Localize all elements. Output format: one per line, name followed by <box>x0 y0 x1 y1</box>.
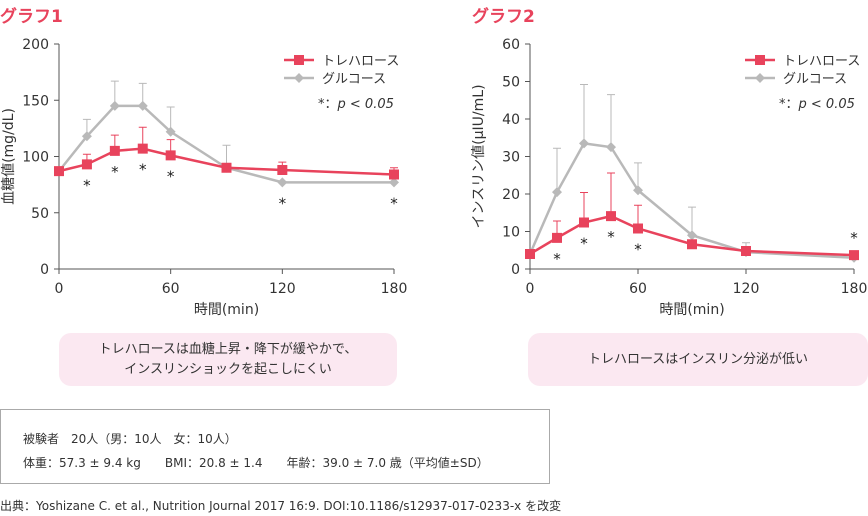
y-tick-label: 60 <box>502 37 520 53</box>
data-point <box>633 185 643 196</box>
data-point <box>525 249 535 259</box>
y-tick-label: 20 <box>502 187 520 203</box>
y-tick-label: 100 <box>22 150 49 166</box>
y-axis-title: 血糖値(mg/dL) <box>1 108 17 205</box>
x-tick-label: 180 <box>841 281 868 297</box>
x-tick-label: 0 <box>526 281 535 297</box>
data-point <box>221 162 232 173</box>
significance-note: *：p < 0.05 <box>318 97 394 112</box>
y-tick-label: 30 <box>502 150 520 166</box>
data-point <box>741 246 751 256</box>
significance-star: * <box>390 194 398 212</box>
y-tick-label: 0 <box>511 262 520 278</box>
data-point <box>54 166 64 177</box>
legend-label-trehalose: トレハロース <box>783 54 860 69</box>
significance-note-value: p < 0.05 <box>337 97 394 112</box>
legend-label-trehalose: トレハロース <box>322 54 399 69</box>
data-point <box>552 232 562 243</box>
graph1-title: グラフ1 <box>0 7 63 27</box>
x-tick-label: 0 <box>55 281 64 297</box>
legend-label-glucose: グルコース <box>322 72 386 87</box>
graph1-caption: トレハロースは血糖上昇・降下が緩やかで、 インスリンショックを起こしにくい <box>59 333 397 386</box>
y-tick-label: 40 <box>502 112 520 128</box>
data-point <box>849 250 859 261</box>
significance-note-value: p < 0.05 <box>798 97 855 112</box>
significance-note-mark: *： <box>779 97 799 112</box>
data-point <box>552 187 562 198</box>
significance-star: * <box>167 167 175 185</box>
data-point <box>687 230 697 241</box>
significance-note: *：p < 0.05 <box>779 97 855 112</box>
data-point <box>109 145 120 156</box>
data-point <box>687 239 697 250</box>
data-point <box>606 211 616 222</box>
y-tick-label: 50 <box>31 206 49 222</box>
subjects-count: 被験者 20人（男：10人 女：10人） <box>23 432 237 446</box>
data-point <box>81 159 92 170</box>
data-point <box>81 131 92 142</box>
source-citation: 出典：Yoshizane C. et al., Nutrition Journa… <box>0 499 562 513</box>
legend-marker-glucose <box>294 73 304 83</box>
data-point <box>606 142 616 153</box>
graph1-chart: 0 50 100 150 200 0 60 120 180 時間(min) 血糖値(mg/dL) * *… <box>1 37 408 318</box>
data-point <box>137 143 148 154</box>
data-point <box>633 223 643 234</box>
x-tick-label: 180 <box>381 281 408 297</box>
graph2-chart: 0 10 20 30 40 50 60 0 60 120 180 時間(min) インスリン値(μIU/… <box>471 37 868 318</box>
data-point <box>389 177 399 188</box>
y-tick-label: 150 <box>22 93 49 109</box>
y-axis-title: インスリン値(μIU/mL) <box>471 84 487 228</box>
legend-marker-trehalose <box>755 55 765 65</box>
data-point <box>389 169 399 180</box>
data-point <box>165 126 176 137</box>
x-tick-label: 60 <box>629 281 647 297</box>
y-tick-label: 50 <box>502 75 520 91</box>
legend-marker-glucose <box>755 73 765 83</box>
significance-star: * <box>83 176 91 194</box>
significance-star: * <box>111 163 119 181</box>
y-tick-label: 0 <box>40 262 49 278</box>
graph1-caption-line2: インスリンショックを起こしにくい <box>124 361 332 377</box>
graph1-caption-line1: トレハロースは血糖上昇・降下が緩やかで、 <box>98 341 358 357</box>
x-tick-label: 60 <box>162 281 180 297</box>
subjects-box: 被験者 20人（男：10人 女：10人） 体重：57.3 ± 9.4 kg BM… <box>0 409 550 484</box>
data-point <box>109 100 120 111</box>
legend-marker-trehalose <box>294 55 304 65</box>
significance-star: * <box>607 228 615 246</box>
data-point <box>165 150 176 161</box>
x-tick-label: 120 <box>733 281 760 297</box>
data-point <box>579 217 589 228</box>
graph2-caption-text: トレハロースはインスリン分泌が低い <box>587 351 809 367</box>
graph2-caption: トレハロースはインスリン分泌が低い <box>528 333 868 386</box>
y-tick-label: 200 <box>22 37 49 53</box>
significance-star: * <box>580 235 588 253</box>
graph2-title: グラフ2 <box>472 7 535 27</box>
data-point <box>579 138 589 149</box>
significance-star: * <box>553 250 561 268</box>
x-axis-title: 時間(min) <box>659 302 724 318</box>
series-line <box>58 104 394 184</box>
x-tick-label: 120 <box>269 281 296 297</box>
significance-note-mark: *： <box>318 97 338 112</box>
data-point <box>277 177 288 188</box>
y-tick-label: 10 <box>502 225 520 241</box>
data-point <box>137 100 148 111</box>
x-axis-title: 時間(min) <box>194 302 259 318</box>
significance-star: * <box>139 161 147 179</box>
significance-star: * <box>850 229 858 247</box>
subjects-stats: 体重：57.3 ± 9.4 kg BMI：20.8 ± 1.4 年齢：39.0 … <box>23 456 489 470</box>
legend-label-glucose: グルコース <box>783 72 847 87</box>
significance-star: * <box>279 194 287 212</box>
data-point <box>277 165 288 175</box>
significance-star: * <box>634 241 642 259</box>
